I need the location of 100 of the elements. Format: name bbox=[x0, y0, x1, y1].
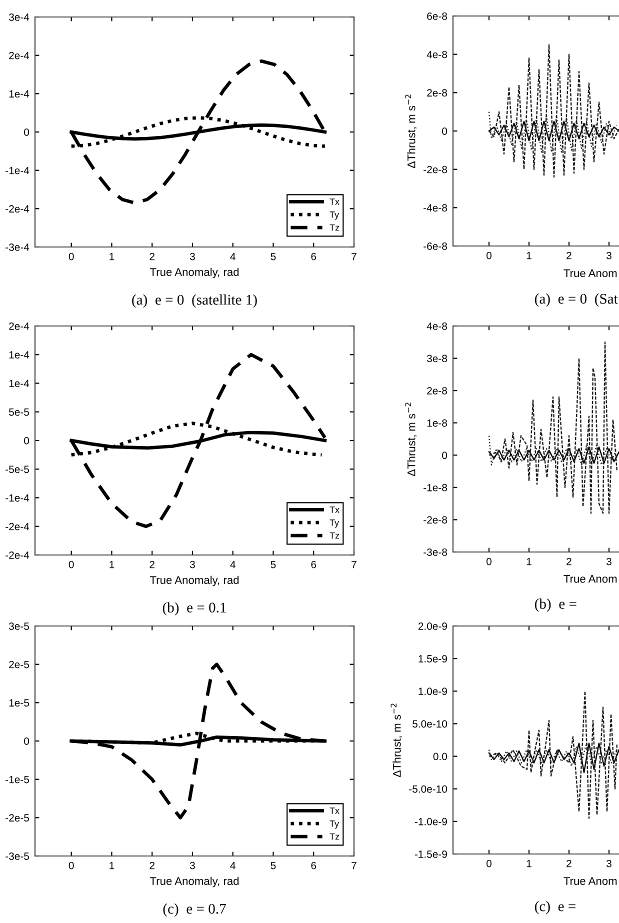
y-tick-label: 1e-4 bbox=[9, 351, 30, 358]
legend-label: Tx bbox=[330, 808, 340, 814]
legend-label: Tz bbox=[330, 833, 340, 840]
x-tick-label: 2 bbox=[566, 558, 572, 566]
text: (b) e = 0.1 bbox=[162, 602, 226, 616]
y-tick-label: -1e-5 bbox=[6, 776, 30, 784]
y-tick-label: -3e-4 bbox=[6, 244, 30, 251]
y-tick-label: 1e-4 bbox=[9, 380, 30, 388]
text: (a) e = 0 (satellite 1) bbox=[132, 294, 257, 308]
x-tick-label: 2 bbox=[150, 252, 154, 260]
x-tick-label: 4 bbox=[230, 560, 236, 568]
x-tick-label: 0 bbox=[486, 252, 492, 260]
y-axis-title: ΔThrust, m s$^{−2}$ bbox=[405, 402, 417, 476]
x-tick-label: 3 bbox=[606, 558, 612, 566]
x-tick-label: 3 bbox=[606, 860, 612, 868]
x-tick-label: 6 bbox=[311, 862, 316, 870]
y-tick-label: 0 bbox=[24, 128, 30, 136]
x-tick-label: 7 bbox=[352, 560, 356, 568]
x-tick-label: 5 bbox=[270, 252, 276, 260]
y-tick-label: 6e-8 bbox=[427, 12, 447, 20]
text: (c) e = bbox=[534, 900, 576, 914]
y-axis-title: ΔThrust, m s$^{−2}$ bbox=[390, 704, 402, 778]
x-axis-title: True Anomaly, rad bbox=[150, 576, 239, 586]
y-tick-label: 2e-4 bbox=[9, 322, 30, 330]
y-tick-label: 0 bbox=[442, 452, 448, 460]
x-tick-label: 5 bbox=[270, 560, 276, 568]
x-tick-label: 2 bbox=[150, 862, 154, 870]
y-tick-label: 2e-4 bbox=[9, 52, 30, 60]
x-axis-title: True Anomaly, rad bbox=[150, 876, 239, 888]
y-tick-label: 5.0e-10 bbox=[412, 720, 448, 728]
y-tick-label: -1.5e-9 bbox=[414, 850, 447, 858]
x-tick-label: 4 bbox=[230, 252, 236, 260]
x-tick-label: 7 bbox=[352, 252, 356, 260]
y-tick-label: 3e-8 bbox=[426, 354, 447, 362]
y-tick-label: 2e-5 bbox=[9, 660, 30, 668]
x-tick-label: 7 bbox=[352, 862, 356, 870]
legend-label: Ty bbox=[330, 212, 340, 220]
y-tick-label: -3e-5 bbox=[6, 852, 30, 860]
y-tick-label: 2.0e-9 bbox=[418, 622, 447, 630]
y-tick-label: -1e-4 bbox=[6, 494, 30, 502]
x-tick-label: 2 bbox=[150, 560, 154, 568]
x-tick-label: 5 bbox=[270, 862, 276, 870]
legend-label: Tx bbox=[330, 198, 340, 205]
y-tick-label: 0 bbox=[24, 437, 30, 444]
x-tick-label: 1 bbox=[526, 860, 532, 868]
y-tick-label: -2e-4 bbox=[6, 522, 30, 530]
y-tick-label: 2e-8 bbox=[427, 89, 447, 97]
y-tick-label: -2e-8 bbox=[424, 166, 447, 174]
x-tick-label: 1 bbox=[526, 252, 532, 260]
y-tick-label: -5.0e-10 bbox=[409, 785, 448, 793]
x-axis-title: True Anom bbox=[564, 575, 617, 583]
x-tick-label: 6 bbox=[311, 252, 316, 260]
y-tick-label: 0.0 bbox=[433, 752, 448, 760]
x-tick-label: 3 bbox=[190, 862, 195, 870]
y-tick-label: -6e-8 bbox=[424, 242, 447, 250]
x-tick-label: 3 bbox=[190, 560, 195, 568]
x-tick-label: 1 bbox=[526, 558, 532, 566]
legend-label: Tx bbox=[330, 506, 340, 513]
x-tick-label: 0 bbox=[68, 252, 74, 260]
text: (c) e = 0.7 bbox=[163, 903, 226, 917]
y-tick-label: -2e-8 bbox=[424, 516, 447, 524]
y-axis-title: ΔThrust, m s$^{−2}$ bbox=[405, 94, 417, 168]
legend-label: Ty bbox=[330, 520, 340, 528]
x-tick-label: 2 bbox=[566, 860, 572, 868]
x-axis-title: True Anom bbox=[564, 877, 617, 885]
y-tick-label: -2e-4 bbox=[6, 205, 30, 213]
y-tick-label: 0 bbox=[24, 738, 30, 745]
x-tick-label: 0 bbox=[486, 558, 492, 566]
x-tick-label: 1 bbox=[110, 560, 114, 568]
legend-label: Ty bbox=[330, 820, 340, 829]
x-tick-label: 1 bbox=[110, 252, 114, 260]
x-tick-label: 2 bbox=[566, 252, 572, 260]
x-tick-label: 0 bbox=[68, 560, 74, 568]
y-tick-label: -3e-8 bbox=[424, 548, 447, 556]
text: (b) e = bbox=[534, 598, 576, 612]
x-tick-label: 4 bbox=[230, 862, 236, 870]
text: (a) e = 0 (Sat bbox=[534, 293, 618, 307]
y-tick-label: 1.0e-9 bbox=[418, 688, 447, 696]
y-tick-label: 3e-5 bbox=[8, 622, 30, 630]
y-tick-label: 1e-4 bbox=[9, 90, 30, 98]
y-tick-label: -2e-4 bbox=[6, 552, 30, 559]
y-tick-label: -1e-8 bbox=[424, 484, 447, 492]
y-tick-label: -4e-8 bbox=[424, 204, 447, 212]
x-tick-label: 3 bbox=[190, 252, 195, 260]
legend-label: Tz bbox=[330, 532, 340, 539]
x-tick-label: 1 bbox=[110, 862, 114, 870]
y-tick-label: 4e-8 bbox=[426, 322, 447, 330]
y-tick-label: -1.0e-9 bbox=[414, 818, 447, 826]
y-tick-label: -2e-5 bbox=[6, 814, 30, 822]
y-tick-label: 1e-5 bbox=[9, 699, 30, 707]
y-tick-label: 4e-8 bbox=[426, 50, 447, 58]
y-tick-label: 2e-8 bbox=[427, 387, 447, 394]
y-tick-label: -5e-5 bbox=[6, 466, 30, 473]
y-tick-label: 1e-8 bbox=[427, 419, 447, 427]
x-tick-label: 3 bbox=[606, 252, 612, 260]
x-axis-title: True Anomaly, rad bbox=[150, 268, 239, 278]
y-tick-label: -1e-4 bbox=[6, 166, 30, 174]
legend-label: Tz bbox=[330, 224, 340, 231]
x-tick-label: 0 bbox=[68, 862, 74, 870]
x-axis-title: True Anom bbox=[564, 269, 617, 278]
